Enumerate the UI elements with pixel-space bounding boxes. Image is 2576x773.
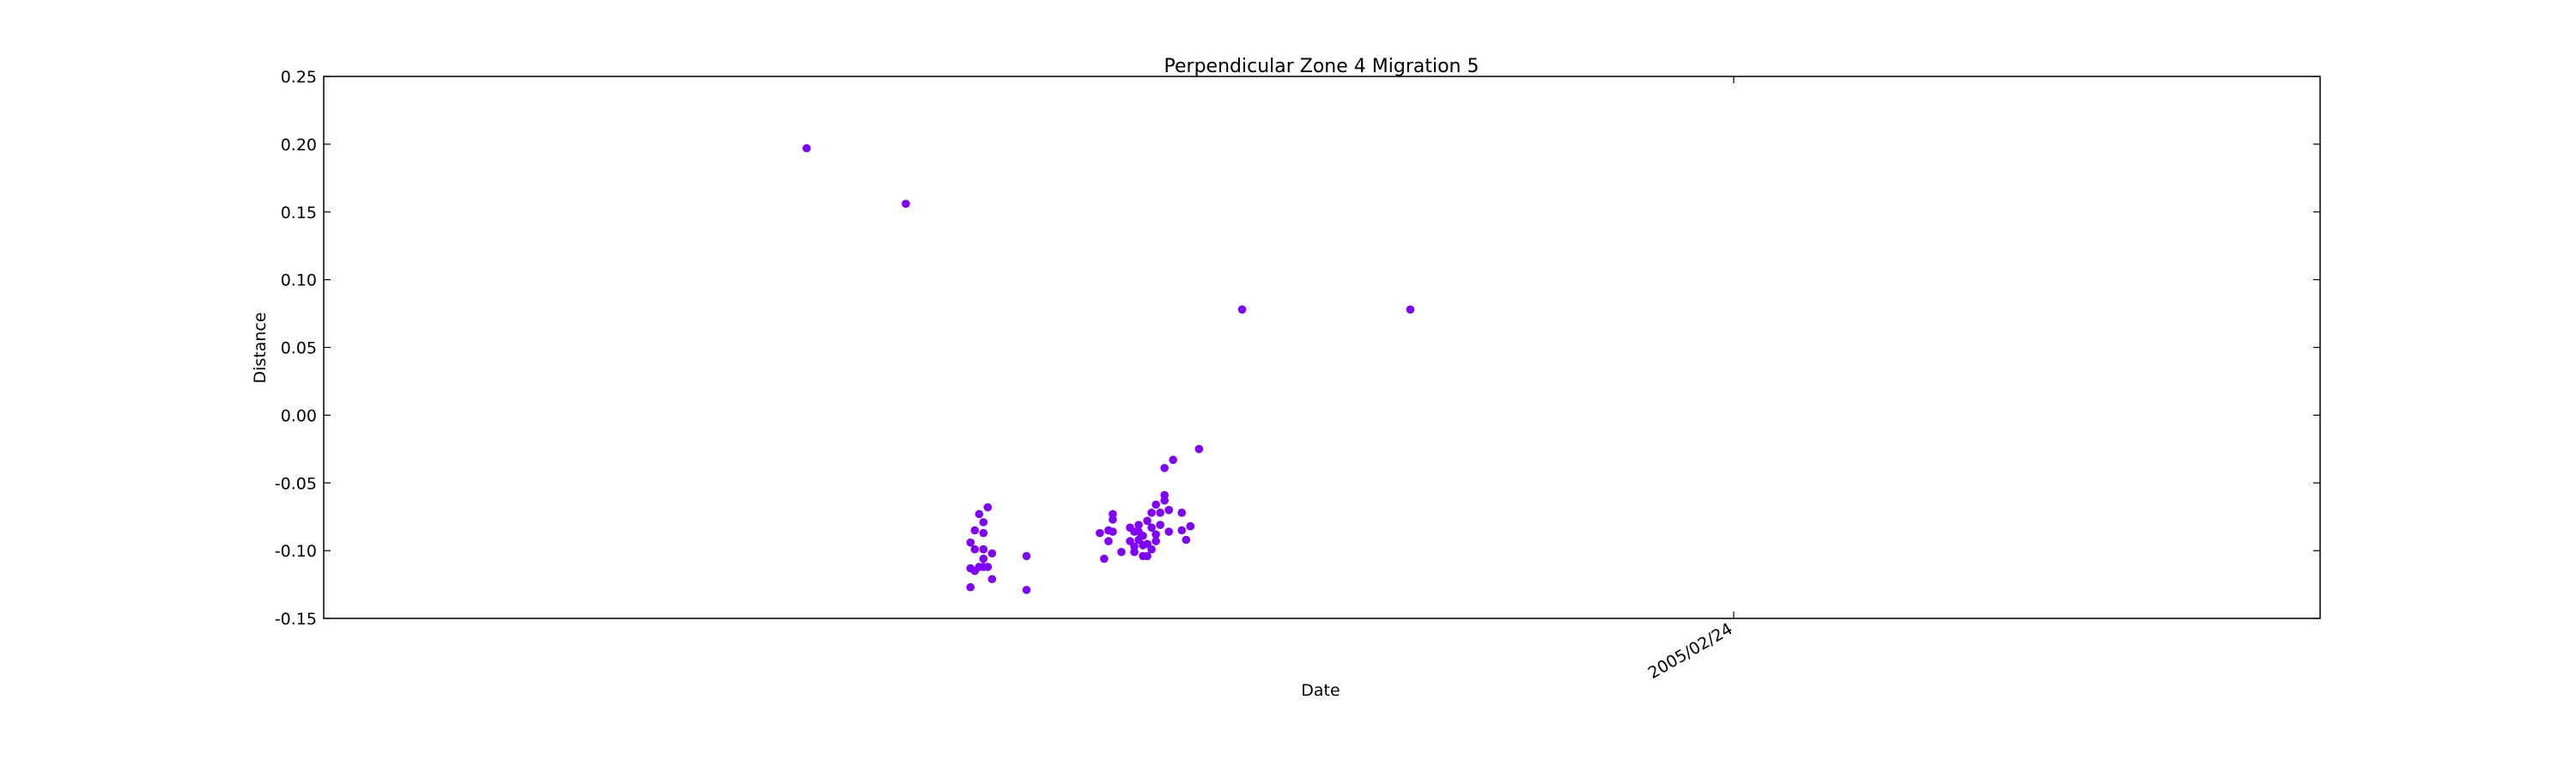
data-point [1139,531,1147,540]
data-point [1169,455,1178,465]
data-point [970,526,980,535]
data-point [979,545,988,554]
data-point [1164,506,1174,514]
x-tick-label: 2005/02/24 [1645,619,1736,683]
data-point [1186,521,1195,531]
data-point [1022,551,1031,561]
plot-area [323,76,2321,619]
data-point [1117,547,1126,557]
data-point [1406,305,1415,314]
data-point [1164,527,1174,536]
data-point [802,143,811,153]
data-point [1147,523,1156,533]
data-point [1130,547,1139,557]
x-axis-label: Date [1301,681,1340,700]
y-tick-label: 0.10 [281,271,317,290]
y-axis-label: Distance [251,312,270,383]
data-point [979,518,988,526]
data-point [1147,545,1156,554]
data-point [966,538,975,547]
data-point [970,545,980,554]
y-tick-label: -0.15 [275,610,317,629]
y-tick-label: 0.00 [281,406,317,425]
data-point [966,582,975,592]
data-point [1194,445,1204,453]
data-point [1109,509,1117,519]
data-point [987,549,997,558]
data-point [1160,490,1170,500]
data-point [1160,464,1170,472]
data-point [1104,537,1113,545]
data-point [983,563,993,571]
data-point [987,575,997,584]
data-point [1109,527,1117,536]
y-tick-label: -0.05 [275,474,317,493]
data-point [1151,500,1160,509]
data-point [1151,530,1160,539]
data-points [802,143,1415,594]
data-point [902,199,910,209]
y-axis: 0.25 0.20 0.15 0.10 0.05 0.00 -0.05 -0.10 -0.15 [275,68,2320,629]
data-point [979,528,988,538]
y-tick-label: 0.25 [281,68,317,87]
chart-title: Perpendicular Zone 4 Migration 5 [1164,56,1479,77]
y-tick-label: 0.15 [281,204,317,222]
data-point [1177,526,1187,535]
data-point [1134,520,1143,529]
data-point [979,554,988,563]
x-axis: 2005/02/24 [1645,76,1736,683]
data-point [1096,528,1104,538]
data-point [1022,586,1031,594]
data-point [1100,554,1109,563]
data-point [1237,305,1247,314]
data-point [1177,508,1187,517]
data-point [1156,508,1164,517]
data-point [1143,516,1151,526]
data-point [1143,551,1151,561]
data-point [983,502,993,512]
data-point [1151,537,1160,545]
data-point [975,509,984,519]
data-point [1147,508,1156,517]
y-tick-label: 0.05 [281,339,317,358]
data-point [1156,520,1164,529]
y-tick-label: -0.10 [275,542,317,561]
y-tick-label: 0.20 [281,136,317,155]
data-point [1182,535,1191,545]
